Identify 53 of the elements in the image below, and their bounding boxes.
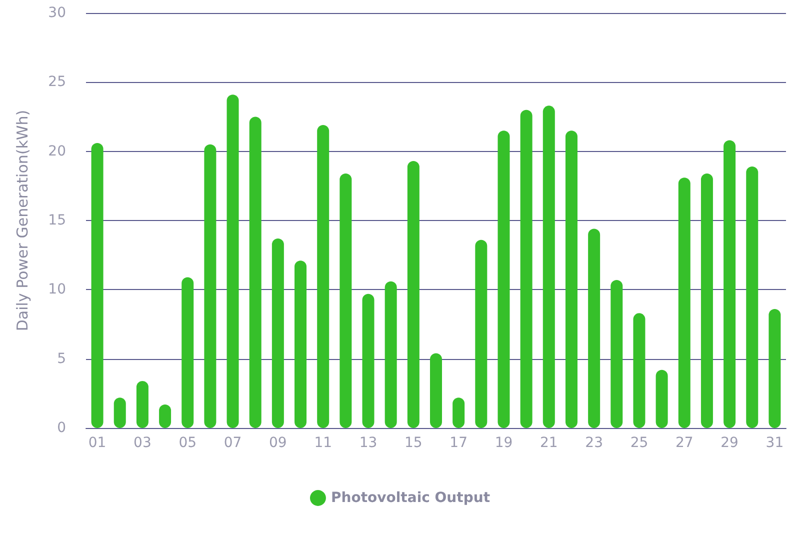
y-tick-label: 20 bbox=[48, 143, 66, 160]
x-tick-label: 19 bbox=[494, 435, 513, 451]
y-tick-label: 30 bbox=[48, 5, 66, 21]
y-axis-title: Daily Power Generation(kWh) bbox=[14, 110, 32, 332]
x-tick-label: 11 bbox=[314, 435, 332, 451]
bar bbox=[249, 116, 262, 428]
bar bbox=[588, 228, 600, 428]
bar bbox=[182, 277, 194, 428]
bar bbox=[136, 380, 148, 428]
bar bbox=[294, 260, 307, 428]
x-tick-label: 09 bbox=[269, 435, 287, 451]
y-tick-label: 15 bbox=[48, 212, 66, 228]
bar bbox=[226, 94, 239, 428]
bar bbox=[746, 166, 758, 428]
y-tick-label: 25 bbox=[48, 74, 66, 90]
x-tick-label: 25 bbox=[630, 435, 648, 451]
x-tick-label: 23 bbox=[585, 435, 603, 451]
x-tick-label: 21 bbox=[540, 435, 558, 451]
x-tick-label: 15 bbox=[404, 435, 422, 451]
bar bbox=[475, 240, 488, 428]
bar bbox=[407, 161, 420, 428]
x-tick-label: 17 bbox=[450, 435, 468, 451]
bar bbox=[204, 144, 216, 428]
x-tick-label: 27 bbox=[675, 435, 694, 451]
y-tick-label: 0 bbox=[57, 420, 66, 436]
bar bbox=[610, 280, 623, 428]
x-tick-label: 03 bbox=[134, 435, 152, 451]
bar bbox=[91, 143, 104, 428]
bar bbox=[724, 140, 736, 428]
bar bbox=[362, 294, 374, 428]
bar bbox=[430, 353, 442, 428]
x-tick-label: 13 bbox=[359, 435, 378, 451]
bar bbox=[520, 110, 532, 428]
bar bbox=[768, 309, 781, 428]
bar bbox=[340, 173, 352, 428]
bar bbox=[633, 313, 646, 428]
bar bbox=[700, 173, 713, 428]
y-tick-label: 10 bbox=[48, 282, 66, 298]
x-tick-label: 07 bbox=[224, 435, 242, 451]
bar bbox=[498, 130, 510, 428]
x-tick-label: 05 bbox=[178, 435, 197, 451]
x-tick-label: 31 bbox=[766, 435, 784, 451]
bar bbox=[384, 281, 397, 428]
x-tick-label: 29 bbox=[720, 435, 738, 451]
x-tick-label: 01 bbox=[88, 435, 106, 451]
bar bbox=[678, 178, 690, 428]
bar bbox=[565, 130, 578, 428]
bar bbox=[272, 238, 284, 428]
bar bbox=[542, 106, 555, 428]
bar bbox=[317, 125, 330, 428]
legend-label: Photovoltaic Output bbox=[330, 490, 490, 506]
y-tick-label: 5 bbox=[57, 350, 66, 367]
bar bbox=[656, 370, 668, 428]
